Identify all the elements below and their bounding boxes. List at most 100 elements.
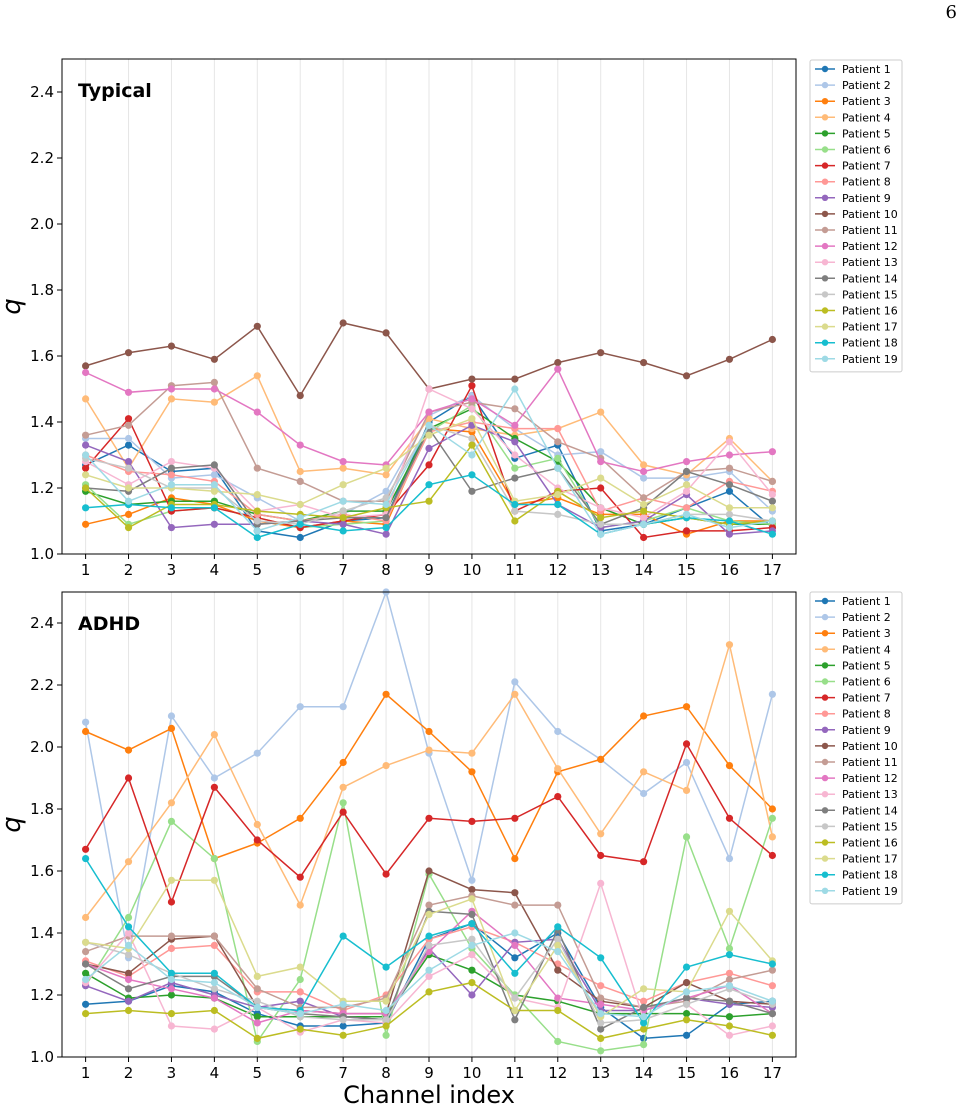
data-point bbox=[253, 372, 261, 380]
data-point bbox=[511, 941, 519, 950]
data-point bbox=[339, 1022, 347, 1030]
data-point bbox=[725, 1031, 734, 1039]
x-tick-label: 16 bbox=[720, 1064, 739, 1082]
legend-item: Patient 18 bbox=[815, 337, 898, 350]
data-point bbox=[339, 703, 347, 711]
data-point bbox=[382, 471, 390, 479]
legend-label: Patient 17 bbox=[842, 321, 898, 334]
y-tick-label: 1.0 bbox=[30, 1048, 54, 1066]
data-point bbox=[210, 355, 218, 363]
data-point bbox=[511, 375, 519, 383]
data-point bbox=[725, 481, 734, 489]
data-point bbox=[253, 408, 261, 416]
legend-marker bbox=[821, 307, 829, 314]
x-tick-label: 7 bbox=[338, 1064, 348, 1082]
data-point bbox=[682, 988, 691, 996]
data-point bbox=[511, 405, 519, 413]
legend-item: Patient 11 bbox=[815, 756, 898, 769]
series-19 bbox=[82, 929, 776, 1021]
data-point bbox=[124, 929, 133, 937]
x-tick-label: 6 bbox=[295, 561, 305, 579]
data-point bbox=[339, 319, 347, 327]
data-point bbox=[82, 520, 90, 528]
data-point bbox=[725, 997, 734, 1005]
data-point bbox=[554, 1006, 562, 1015]
data-point bbox=[382, 1016, 390, 1024]
data-point bbox=[210, 979, 218, 987]
data-point bbox=[725, 451, 734, 459]
legend-item: Patient 14 bbox=[815, 272, 898, 285]
legend-label: Patient 6 bbox=[842, 144, 891, 157]
legend-marker bbox=[821, 742, 829, 750]
data-point bbox=[468, 405, 476, 413]
x-tick-label: 2 bbox=[124, 561, 134, 579]
legend-marker bbox=[821, 114, 829, 121]
x-tick-label: 10 bbox=[462, 561, 481, 579]
data-point bbox=[425, 814, 433, 822]
legend-item: Patient 12 bbox=[815, 772, 898, 785]
data-point bbox=[597, 994, 605, 1002]
data-point bbox=[167, 471, 176, 479]
data-point bbox=[768, 530, 776, 538]
data-point bbox=[768, 448, 776, 456]
legend-marker bbox=[821, 178, 829, 185]
data-point bbox=[167, 458, 176, 466]
data-point bbox=[382, 870, 390, 878]
data-point bbox=[167, 817, 176, 826]
data-point bbox=[725, 975, 734, 984]
legend-label: Patient 14 bbox=[842, 804, 898, 817]
data-point bbox=[597, 349, 605, 357]
data-point bbox=[597, 982, 605, 990]
data-point bbox=[768, 497, 776, 505]
data-point bbox=[124, 458, 133, 466]
y-tick-label: 1.2 bbox=[30, 479, 54, 497]
data-point bbox=[640, 533, 648, 542]
data-point bbox=[339, 514, 347, 522]
data-point bbox=[339, 783, 347, 791]
data-point bbox=[339, 464, 347, 472]
data-point bbox=[511, 901, 519, 909]
data-point bbox=[425, 988, 433, 996]
data-point bbox=[210, 774, 218, 782]
data-point bbox=[725, 641, 734, 649]
data-point bbox=[82, 913, 90, 922]
data-point bbox=[82, 718, 90, 726]
data-point bbox=[554, 923, 562, 931]
data-point bbox=[682, 786, 691, 795]
x-tick-label: 8 bbox=[381, 1064, 391, 1082]
data-point bbox=[597, 458, 605, 466]
data-point bbox=[253, 820, 261, 829]
data-point bbox=[296, 703, 304, 711]
legend-label: Patient 7 bbox=[842, 692, 891, 705]
legend-item: Patient 19 bbox=[815, 353, 898, 366]
data-point bbox=[768, 833, 776, 841]
data-point bbox=[682, 372, 691, 380]
data-point bbox=[468, 434, 476, 443]
legend-item: Patient 13 bbox=[815, 256, 898, 269]
data-point bbox=[82, 1010, 90, 1018]
data-point bbox=[640, 985, 648, 993]
data-point bbox=[682, 963, 691, 971]
x-tick-label: 14 bbox=[634, 561, 653, 579]
data-point bbox=[296, 441, 304, 449]
data-point bbox=[554, 765, 562, 773]
data-point bbox=[768, 960, 776, 968]
data-point bbox=[210, 855, 218, 863]
legend-marker bbox=[821, 291, 829, 298]
data-point bbox=[210, 876, 218, 884]
data-point bbox=[725, 907, 734, 915]
data-point bbox=[468, 471, 476, 479]
data-point bbox=[511, 1016, 519, 1024]
data-point bbox=[768, 335, 776, 344]
legend-item: Patient 15 bbox=[815, 288, 898, 301]
data-point bbox=[425, 867, 433, 875]
legend-marker bbox=[821, 807, 829, 814]
legend-marker bbox=[821, 726, 829, 733]
legend-label: Patient 19 bbox=[842, 885, 898, 898]
data-point bbox=[511, 855, 519, 863]
data-point bbox=[468, 935, 476, 943]
x-tick-label: 17 bbox=[763, 561, 782, 579]
data-point bbox=[253, 749, 261, 757]
data-point bbox=[167, 712, 176, 720]
data-point bbox=[597, 851, 605, 860]
